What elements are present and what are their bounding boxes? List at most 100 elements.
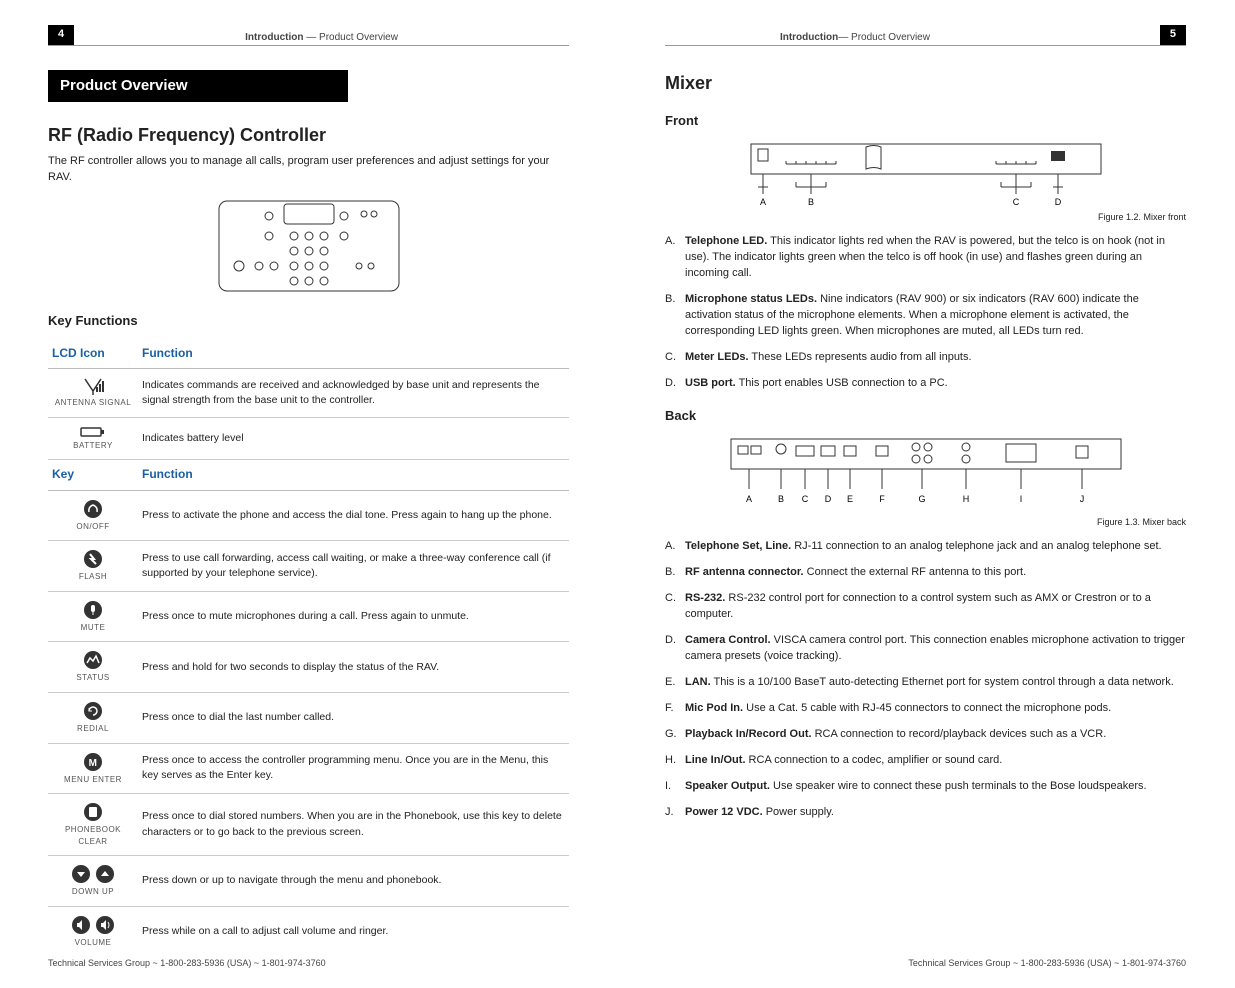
- th-function-2: Function: [138, 460, 569, 490]
- figure-caption-back: Figure 1.3. Mixer back: [665, 516, 1186, 529]
- svg-text:F: F: [879, 494, 885, 504]
- svg-text:H: H: [962, 494, 969, 504]
- svg-text:E: E: [846, 494, 852, 504]
- list-letter: A.: [665, 539, 685, 555]
- desc-onoff: Press to activate the phone and access t…: [138, 490, 569, 541]
- table-row: FLASH Press to use call forwarding, acce…: [48, 541, 569, 592]
- list-desc: Speaker Output. Use speaker wire to conn…: [685, 779, 1147, 795]
- th-function: Function: [138, 339, 569, 369]
- list-term: RS-232.: [685, 592, 725, 604]
- list-letter: G.: [665, 727, 685, 743]
- icon-status: STATUS: [48, 642, 138, 693]
- list-letter: D.: [665, 633, 685, 665]
- table-row: STATUS Press and hold for two seconds to…: [48, 642, 569, 693]
- desc-status: Press and hold for two seconds to displa…: [138, 642, 569, 693]
- heading-key-functions: Key Functions: [48, 312, 569, 331]
- table-row: M MENU ENTER Press once to access the co…: [48, 743, 569, 794]
- list-desc: RF antenna connector. Connect the extern…: [685, 565, 1026, 581]
- table-row: PHONEBOOK CLEAR Press once to dial store…: [48, 794, 569, 856]
- heading-front: Front: [665, 112, 1186, 131]
- list-item: B.Microphone status LEDs. Nine indicator…: [665, 292, 1186, 340]
- icon-battery: BATTERY: [48, 417, 138, 460]
- list-item: I.Speaker Output. Use speaker wire to co…: [665, 779, 1186, 795]
- key-functions-table: LCD Icon Function ANTENNA SIGNAL Indicat…: [48, 339, 569, 957]
- list-letter: B.: [665, 565, 685, 581]
- list-item: A.Telephone Set, Line. RJ-11 connection …: [665, 539, 1186, 555]
- svg-text:D: D: [824, 494, 831, 504]
- list-desc: Telephone Set, Line. RJ-11 connection to…: [685, 539, 1162, 555]
- mixer-front-diagram: A B C D Figure 1.2. Mixer front: [665, 139, 1186, 224]
- list-desc: Line In/Out. RCA connection to a codec, …: [685, 753, 1002, 769]
- intro-text: The RF controller allows you to manage a…: [48, 154, 569, 186]
- heading-back: Back: [665, 407, 1186, 426]
- list-desc: Microphone status LEDs. Nine indicators …: [685, 292, 1186, 340]
- desc-phonebook: Press once to dial stored numbers. When …: [138, 794, 569, 856]
- table-row: BATTERY Indicates battery level: [48, 417, 569, 460]
- section-title: Product Overview: [48, 70, 348, 102]
- th-key: Key: [48, 460, 138, 490]
- list-desc: USB port. This port enables USB connecti…: [685, 376, 948, 392]
- list-term: Line In/Out.: [685, 754, 746, 766]
- list-item: F.Mic Pod In. Use a Cat. 5 cable with RJ…: [665, 701, 1186, 717]
- list-item: B.RF antenna connector. Connect the exte…: [665, 565, 1186, 581]
- list-term: Telephone Set, Line.: [685, 540, 791, 552]
- list-term: RF antenna connector.: [685, 566, 804, 578]
- list-desc: Mic Pod In. Use a Cat. 5 cable with RJ-4…: [685, 701, 1111, 717]
- list-term: Playback In/Record Out.: [685, 728, 812, 740]
- svg-text:M: M: [89, 758, 98, 769]
- header-breadcrumb: Introduction — Product Overview: [245, 31, 398, 46]
- list-desc: Camera Control. VISCA camera control por…: [685, 633, 1186, 665]
- controller-diagram: [48, 196, 569, 296]
- table-row: MUTE Press once to mute microphones duri…: [48, 591, 569, 642]
- desc-volume: Press while on a call to adjust call vol…: [138, 906, 569, 956]
- list-item: H.Line In/Out. RCA connection to a codec…: [665, 753, 1186, 769]
- list-term: Telephone LED.: [685, 235, 767, 247]
- icon-antenna: ANTENNA SIGNAL: [48, 368, 138, 417]
- list-term: Mic Pod In.: [685, 702, 743, 714]
- list-desc: Meter LEDs. These LEDs represents audio …: [685, 350, 972, 366]
- back-list: A.Telephone Set, Line. RJ-11 connection …: [665, 539, 1186, 820]
- list-letter: A.: [665, 234, 685, 282]
- table-row: DOWN UP Press down or up to navigate thr…: [48, 856, 569, 907]
- list-term: USB port.: [685, 377, 736, 389]
- desc-downup: Press down or up to navigate through the…: [138, 856, 569, 907]
- desc-flash: Press to use call forwarding, access cal…: [138, 541, 569, 592]
- list-desc: Power 12 VDC. Power supply.: [685, 805, 834, 821]
- list-item: C.Meter LEDs. These LEDs represents audi…: [665, 350, 1186, 366]
- page-header: 4 Introduction — Product Overview: [48, 26, 569, 46]
- svg-text:I: I: [1019, 494, 1022, 504]
- list-term: Speaker Output.: [685, 780, 770, 792]
- svg-text:B: B: [807, 197, 813, 207]
- footer-left: Technical Services Group ~ 1-800-283-593…: [48, 957, 326, 970]
- icon-phonebook: PHONEBOOK CLEAR: [48, 794, 138, 856]
- desc-antenna: Indicates commands are received and ackn…: [138, 368, 569, 417]
- svg-text:C: C: [1012, 197, 1019, 207]
- desc-redial: Press once to dial the last number calle…: [138, 692, 569, 743]
- list-term: Camera Control.: [685, 634, 771, 646]
- icon-volume: VOLUME: [48, 906, 138, 956]
- figure-caption-front: Figure 1.2. Mixer front: [665, 211, 1186, 224]
- footer-right: Technical Services Group ~ 1-800-283-593…: [908, 957, 1186, 970]
- list-letter: F.: [665, 701, 685, 717]
- desc-mute: Press once to mute microphones during a …: [138, 591, 569, 642]
- list-term: LAN.: [685, 676, 711, 688]
- list-item: D.USB port. This port enables USB connec…: [665, 376, 1186, 392]
- page-number: 5: [1160, 25, 1186, 45]
- list-letter: C.: [665, 350, 685, 366]
- svg-text:D: D: [1054, 197, 1061, 207]
- list-item: G.Playback In/Record Out. RCA connection…: [665, 727, 1186, 743]
- list-item: D.Camera Control. VISCA camera control p…: [665, 633, 1186, 665]
- list-term: Microphone status LEDs.: [685, 293, 817, 305]
- svg-text:A: A: [759, 197, 765, 207]
- page-number: 4: [48, 25, 74, 45]
- header-breadcrumb: Introduction— Product Overview: [780, 31, 930, 46]
- desc-menu: Press once to access the controller prog…: [138, 743, 569, 794]
- page-right: Introduction— Product Overview 5 Mixer F…: [617, 0, 1234, 988]
- list-item: A.Telephone LED. This indicator lights r…: [665, 234, 1186, 282]
- list-letter: D.: [665, 376, 685, 392]
- list-desc: Telephone LED. This indicator lights red…: [685, 234, 1186, 282]
- list-letter: H.: [665, 753, 685, 769]
- icon-mute: MUTE: [48, 591, 138, 642]
- list-letter: E.: [665, 675, 685, 691]
- list-item: J.Power 12 VDC. Power supply.: [665, 805, 1186, 821]
